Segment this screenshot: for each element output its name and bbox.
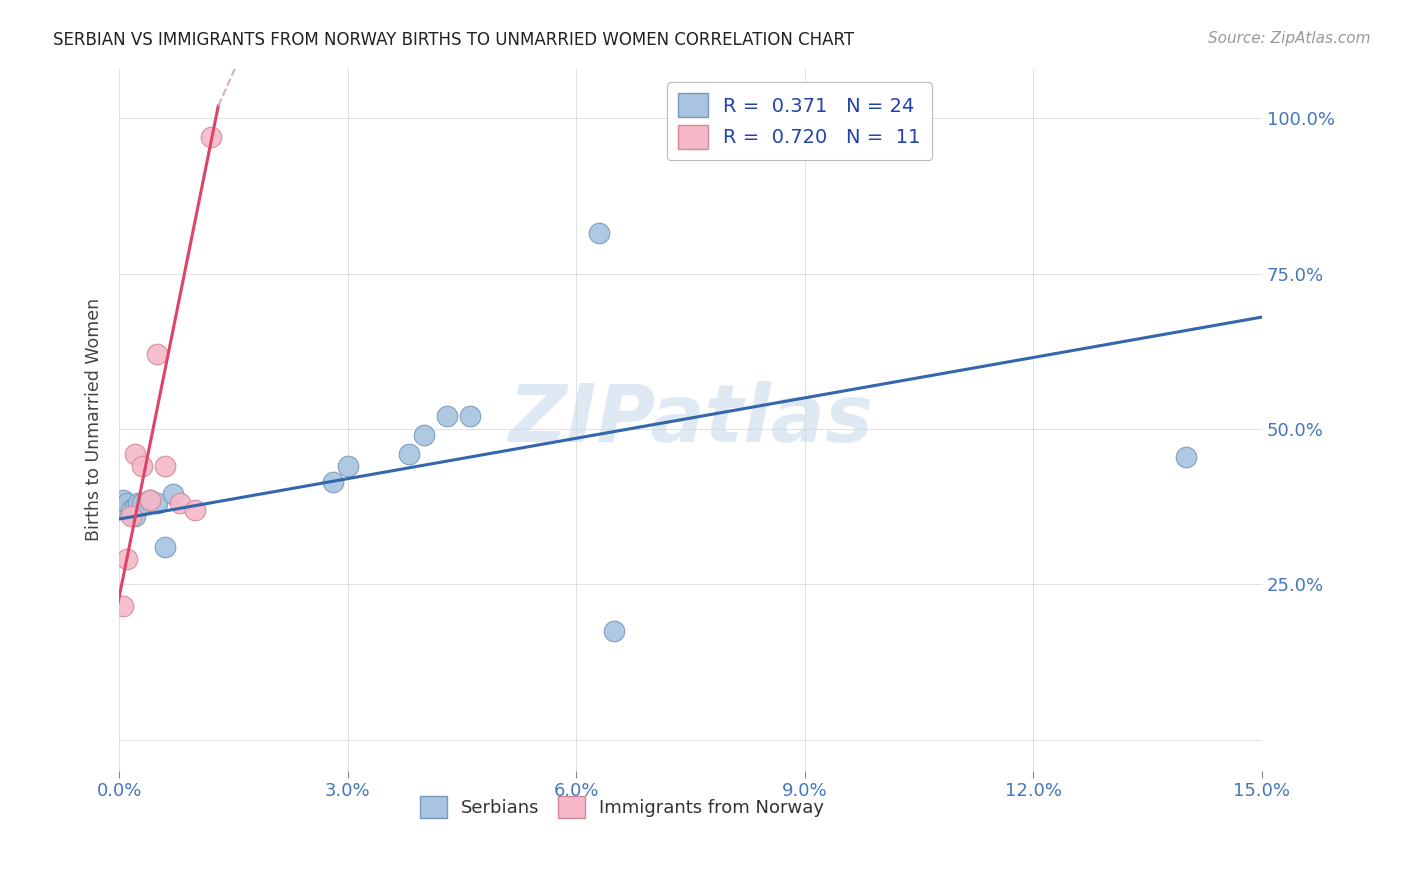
Point xyxy=(115,496,138,510)
Point xyxy=(413,428,436,442)
Point xyxy=(131,459,153,474)
Point xyxy=(139,493,162,508)
Point xyxy=(200,129,222,144)
Text: SERBIAN VS IMMIGRANTS FROM NORWAY BIRTHS TO UNMARRIED WOMEN CORRELATION CHART: SERBIAN VS IMMIGRANTS FROM NORWAY BIRTHS… xyxy=(53,31,855,49)
Point xyxy=(120,502,142,516)
Point xyxy=(458,409,481,424)
Text: Source: ZipAtlas.com: Source: ZipAtlas.com xyxy=(1208,31,1371,46)
Point xyxy=(153,459,176,474)
Point xyxy=(162,487,184,501)
Point xyxy=(139,493,162,508)
Point xyxy=(146,347,169,361)
Point xyxy=(127,496,149,510)
Point xyxy=(146,496,169,510)
Point xyxy=(115,502,138,516)
Legend: Serbians, Immigrants from Norway: Serbians, Immigrants from Norway xyxy=(412,789,831,825)
Point xyxy=(603,624,626,638)
Point xyxy=(120,508,142,523)
Point xyxy=(124,447,146,461)
Point xyxy=(322,475,344,489)
Point xyxy=(436,409,458,424)
Y-axis label: Births to Unmarried Women: Births to Unmarried Women xyxy=(86,298,103,541)
Point xyxy=(131,496,153,510)
Point xyxy=(184,502,207,516)
Text: ZIPatlas: ZIPatlas xyxy=(508,381,873,458)
Point xyxy=(112,500,135,514)
Point xyxy=(124,508,146,523)
Point xyxy=(1174,450,1197,464)
Point xyxy=(112,599,135,613)
Point xyxy=(169,496,191,510)
Point xyxy=(120,506,142,520)
Point xyxy=(114,500,136,514)
Point xyxy=(336,459,359,474)
Point xyxy=(115,552,138,566)
Point xyxy=(124,500,146,514)
Point xyxy=(112,493,135,508)
Point xyxy=(153,540,176,554)
Point xyxy=(588,226,610,240)
Point xyxy=(398,447,420,461)
